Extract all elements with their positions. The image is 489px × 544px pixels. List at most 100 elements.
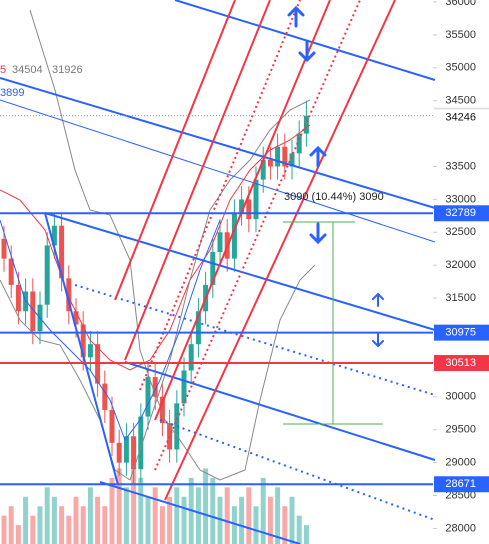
candle-body <box>73 311 79 325</box>
volume-bar <box>131 459 137 544</box>
y-tick-label: 34500 <box>445 95 476 107</box>
candle-body <box>145 377 151 417</box>
volume-bar <box>195 487 201 544</box>
price-label-box <box>434 324 489 341</box>
candle-body <box>44 245 50 305</box>
candle-body <box>296 133 302 154</box>
y-tick-label: 28500 <box>445 489 476 501</box>
candle-body <box>188 344 194 371</box>
volume-bar <box>123 487 129 544</box>
volume-bar <box>145 496 151 544</box>
candle-body <box>30 291 36 331</box>
price-label: 28671 <box>445 478 476 490</box>
arrow-up <box>372 292 384 307</box>
price-label: 30975 <box>445 327 476 339</box>
volume-bar <box>51 496 57 544</box>
volume-bar <box>253 506 259 544</box>
candle-body <box>1 238 7 259</box>
legend-text: 34504 <box>12 64 43 76</box>
candle-body <box>217 232 223 253</box>
candle-body <box>282 146 288 167</box>
grid: 28000 28500 29000 29500 30000 31500 32000 32500… <box>433 0 476 534</box>
candle-body <box>275 146 281 167</box>
volume-bar <box>59 506 65 544</box>
y-tick-label: 30000 <box>445 391 476 403</box>
candle-body <box>102 383 108 410</box>
candle-body <box>152 377 158 397</box>
price-label: 32789 <box>445 207 476 219</box>
volume-bar <box>275 487 281 544</box>
candle-body <box>253 179 259 220</box>
volume-bar <box>203 468 209 544</box>
volume-bar <box>87 487 93 544</box>
candle-body <box>59 225 65 279</box>
candle-body <box>260 159 266 180</box>
price-label-box <box>434 476 489 493</box>
volume-bar <box>289 496 295 544</box>
volume-bar <box>138 477 144 544</box>
price-label-box <box>434 355 489 372</box>
trend-line <box>0 99 436 243</box>
y-tick-label: 35000 <box>445 62 476 74</box>
y-tick-label: 29500 <box>445 424 476 436</box>
pitchfork-line <box>164 0 396 501</box>
volume-bar <box>80 506 86 544</box>
volume-bar <box>15 525 21 544</box>
legend-text: 31926 <box>52 64 83 76</box>
y-tick-label: 33000 <box>445 193 476 205</box>
volume-bar <box>159 506 165 544</box>
overlays <box>0 0 436 544</box>
volume-bar <box>44 487 50 544</box>
candle-body <box>109 409 115 443</box>
trend-line <box>99 481 301 544</box>
volume-bar <box>30 515 36 544</box>
volume-bar <box>95 496 101 544</box>
y-tick-label: 35500 <box>445 29 476 41</box>
volume-bar <box>231 506 237 544</box>
y-tick-label: 33500 <box>445 160 476 172</box>
volume-bar <box>181 496 187 544</box>
volume-bar <box>152 487 158 544</box>
trend-line <box>74 284 436 396</box>
volume-bar <box>116 468 122 544</box>
price-label-box <box>434 205 489 222</box>
y-tick-label: 28000 <box>445 522 476 534</box>
candle-body <box>159 396 165 424</box>
candle-body <box>303 115 309 134</box>
candle-body <box>8 258 14 285</box>
pitchfork-line <box>114 0 236 301</box>
volume-bar <box>102 506 108 544</box>
trend-line <box>0 77 436 209</box>
volume-bar <box>109 477 115 544</box>
pitchfork-line <box>139 0 301 391</box>
candle-body <box>231 212 237 259</box>
pitchfork-line <box>154 0 331 421</box>
trend-line <box>44 212 436 331</box>
arrow-down <box>309 222 327 245</box>
price-label: 30513 <box>445 357 476 369</box>
candle-body <box>51 225 57 246</box>
y-tick-label: 29000 <box>445 457 476 469</box>
arrow-down <box>298 40 316 63</box>
candle-body <box>181 370 187 404</box>
volume-bar <box>224 487 230 544</box>
moving-average <box>0 124 311 371</box>
volume-bar <box>303 525 309 544</box>
candle-body <box>116 442 122 463</box>
volume-bar <box>246 487 252 544</box>
levels: 342723424632789309753051328671 <box>0 107 489 493</box>
price-label: 34246 <box>445 111 476 123</box>
volume-bar <box>23 496 29 544</box>
band-upper <box>29 9 316 481</box>
volume-bar <box>8 506 14 544</box>
volume-bar <box>267 496 273 544</box>
volume-bar <box>167 496 173 544</box>
volume-bar <box>239 496 245 544</box>
pitchfork-line <box>154 0 361 471</box>
candle-body <box>15 284 21 312</box>
arrow-down <box>372 333 384 348</box>
volume-bar <box>37 506 43 544</box>
arrow-up <box>287 5 305 28</box>
candle-body <box>239 199 245 213</box>
